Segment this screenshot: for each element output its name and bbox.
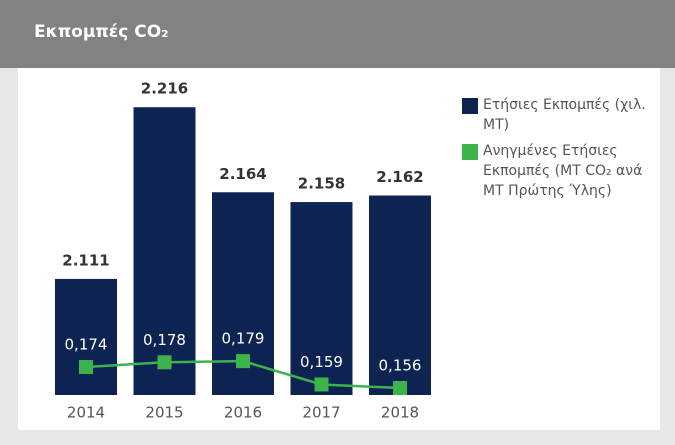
marker (157, 355, 172, 370)
data-label: 0,174 (65, 335, 108, 353)
data-label: 2.164 (219, 165, 266, 183)
legend-item: Ανηγμένες Ετήσιες Εκπομπές (MT CO₂ ανά M… (462, 141, 662, 201)
marker (236, 354, 250, 369)
bar (369, 195, 431, 395)
data-label: 0,156 (379, 356, 422, 374)
marker (79, 359, 93, 374)
x-tick-label: 2017 (302, 404, 340, 422)
x-tick-label: 2016 (224, 404, 262, 422)
x-tick-label: 2014 (67, 404, 105, 422)
bar (290, 202, 353, 395)
legend-label: Ανηγμένες Ετήσιες Εκπομπές (MT CO₂ ανά M… (483, 143, 643, 199)
bar (133, 107, 196, 396)
data-label: 0,179 (222, 330, 265, 348)
marker (314, 377, 329, 392)
x-tick-label: 2018 (381, 404, 419, 422)
bar (55, 278, 117, 395)
chart-title: Εκπομπές CO₂ (34, 22, 169, 42)
data-label: 2.162 (376, 168, 423, 186)
legend-swatch (462, 98, 478, 114)
legend: Ετήσιες Εκπομπές (χιλ. MT) Ανηγμένες Ετήσ… (462, 95, 662, 207)
header (0, 0, 675, 68)
legend-item: Ετήσιες Εκπομπές (χιλ. MT) (462, 95, 662, 135)
data-label: 2.216 (141, 80, 188, 98)
data-label: 0,178 (143, 331, 186, 349)
legend-label: Ετήσιες Εκπομπές (χιλ. MT) (483, 97, 646, 133)
x-tick-label: 2015 (145, 404, 183, 422)
marker (393, 380, 407, 395)
legend-swatch (462, 144, 478, 160)
data-label: 2.158 (298, 175, 345, 193)
data-label: 2.111 (62, 251, 109, 269)
data-label: 0,159 (300, 353, 343, 371)
